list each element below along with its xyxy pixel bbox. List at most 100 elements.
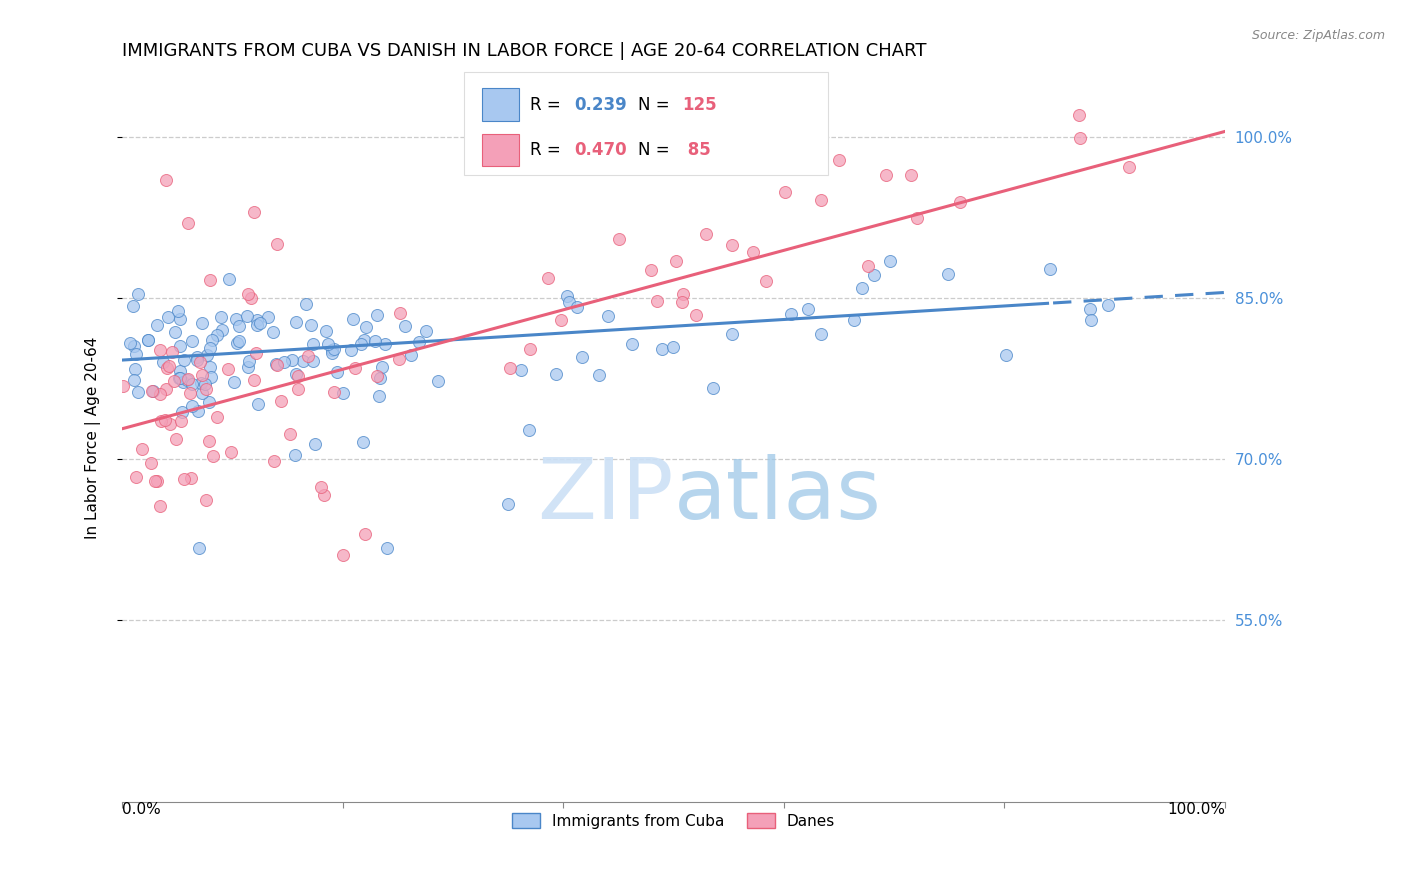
Point bbox=[120, 335, 142, 350]
Point bbox=[170, 414, 193, 428]
Point bbox=[565, 301, 588, 315]
Point bbox=[136, 333, 159, 347]
Point bbox=[311, 480, 333, 494]
Point bbox=[344, 361, 367, 376]
Point bbox=[169, 371, 191, 385]
Point bbox=[299, 318, 322, 332]
Point bbox=[270, 393, 292, 408]
Point bbox=[287, 382, 309, 396]
Point bbox=[180, 377, 202, 392]
Point bbox=[851, 281, 873, 295]
Point bbox=[169, 364, 191, 378]
Point bbox=[596, 309, 619, 323]
Point bbox=[284, 367, 307, 381]
Point bbox=[546, 367, 568, 381]
Point bbox=[340, 343, 363, 357]
Legend: Immigrants from Cuba, Danes: Immigrants from Cuba, Danes bbox=[506, 806, 841, 835]
Point bbox=[323, 384, 346, 399]
Point bbox=[389, 306, 412, 320]
Point bbox=[198, 395, 221, 409]
Point bbox=[195, 382, 218, 396]
Point bbox=[537, 271, 560, 285]
FancyBboxPatch shape bbox=[482, 134, 519, 166]
Point bbox=[256, 310, 278, 324]
Point bbox=[201, 333, 224, 347]
Point bbox=[188, 541, 211, 555]
Point bbox=[179, 385, 201, 400]
Point bbox=[879, 253, 901, 268]
Point bbox=[741, 244, 763, 259]
Point bbox=[316, 337, 339, 351]
Point bbox=[235, 309, 257, 323]
Point bbox=[517, 423, 540, 437]
Point bbox=[111, 379, 134, 393]
Point bbox=[191, 368, 214, 383]
Text: R =: R = bbox=[530, 95, 567, 113]
FancyBboxPatch shape bbox=[482, 88, 519, 120]
Point bbox=[354, 319, 377, 334]
Point bbox=[188, 355, 211, 369]
Point bbox=[226, 335, 249, 350]
Point bbox=[143, 474, 166, 488]
Text: Source: ZipAtlas.com: Source: ZipAtlas.com bbox=[1251, 29, 1385, 42]
Point bbox=[695, 227, 717, 241]
Point bbox=[332, 549, 354, 563]
Point bbox=[280, 427, 302, 442]
Point bbox=[640, 805, 662, 820]
Point bbox=[205, 327, 228, 342]
Point bbox=[780, 307, 803, 321]
Point bbox=[149, 414, 172, 428]
Point bbox=[280, 353, 302, 368]
Point bbox=[1080, 313, 1102, 327]
Point bbox=[177, 372, 200, 386]
Point bbox=[721, 237, 744, 252]
Point bbox=[166, 303, 188, 318]
Point bbox=[218, 271, 240, 285]
Point bbox=[273, 355, 295, 369]
Point bbox=[262, 325, 284, 339]
Point bbox=[157, 310, 180, 324]
Point bbox=[194, 376, 217, 391]
Point bbox=[122, 299, 145, 313]
Point bbox=[353, 527, 375, 541]
Point bbox=[246, 318, 269, 332]
Point bbox=[797, 301, 820, 316]
Text: N =: N = bbox=[638, 141, 675, 159]
Point bbox=[304, 437, 326, 451]
Text: 85: 85 bbox=[682, 141, 711, 159]
Point bbox=[1069, 131, 1091, 145]
Point bbox=[415, 324, 437, 338]
Point bbox=[685, 308, 707, 322]
Point bbox=[519, 342, 541, 356]
Point bbox=[374, 337, 396, 351]
FancyBboxPatch shape bbox=[464, 72, 828, 175]
Point bbox=[640, 263, 662, 277]
Point bbox=[201, 450, 224, 464]
Point bbox=[291, 354, 314, 368]
Point bbox=[153, 413, 176, 427]
Point bbox=[863, 268, 886, 282]
Point bbox=[297, 349, 319, 363]
Point bbox=[349, 337, 371, 351]
Point bbox=[905, 211, 928, 225]
Point bbox=[225, 311, 247, 326]
Point bbox=[332, 386, 354, 401]
Text: IMMIGRANTS FROM CUBA VS DANISH IN LABOR FORCE | AGE 20-64 CORRELATION CHART: IMMIGRANTS FROM CUBA VS DANISH IN LABOR … bbox=[122, 42, 927, 60]
Point bbox=[287, 369, 309, 384]
Point bbox=[125, 469, 148, 483]
Point bbox=[499, 360, 522, 375]
Text: R =: R = bbox=[530, 141, 567, 159]
Point bbox=[326, 365, 349, 379]
Point bbox=[181, 399, 204, 413]
Point bbox=[427, 374, 450, 388]
Point bbox=[155, 382, 177, 396]
Point bbox=[228, 318, 250, 333]
Point bbox=[665, 254, 688, 268]
Point bbox=[165, 325, 187, 339]
Point bbox=[408, 334, 430, 349]
Point bbox=[510, 362, 533, 376]
Point bbox=[125, 347, 148, 361]
Point bbox=[342, 311, 364, 326]
Point bbox=[173, 472, 195, 486]
Point bbox=[169, 339, 191, 353]
